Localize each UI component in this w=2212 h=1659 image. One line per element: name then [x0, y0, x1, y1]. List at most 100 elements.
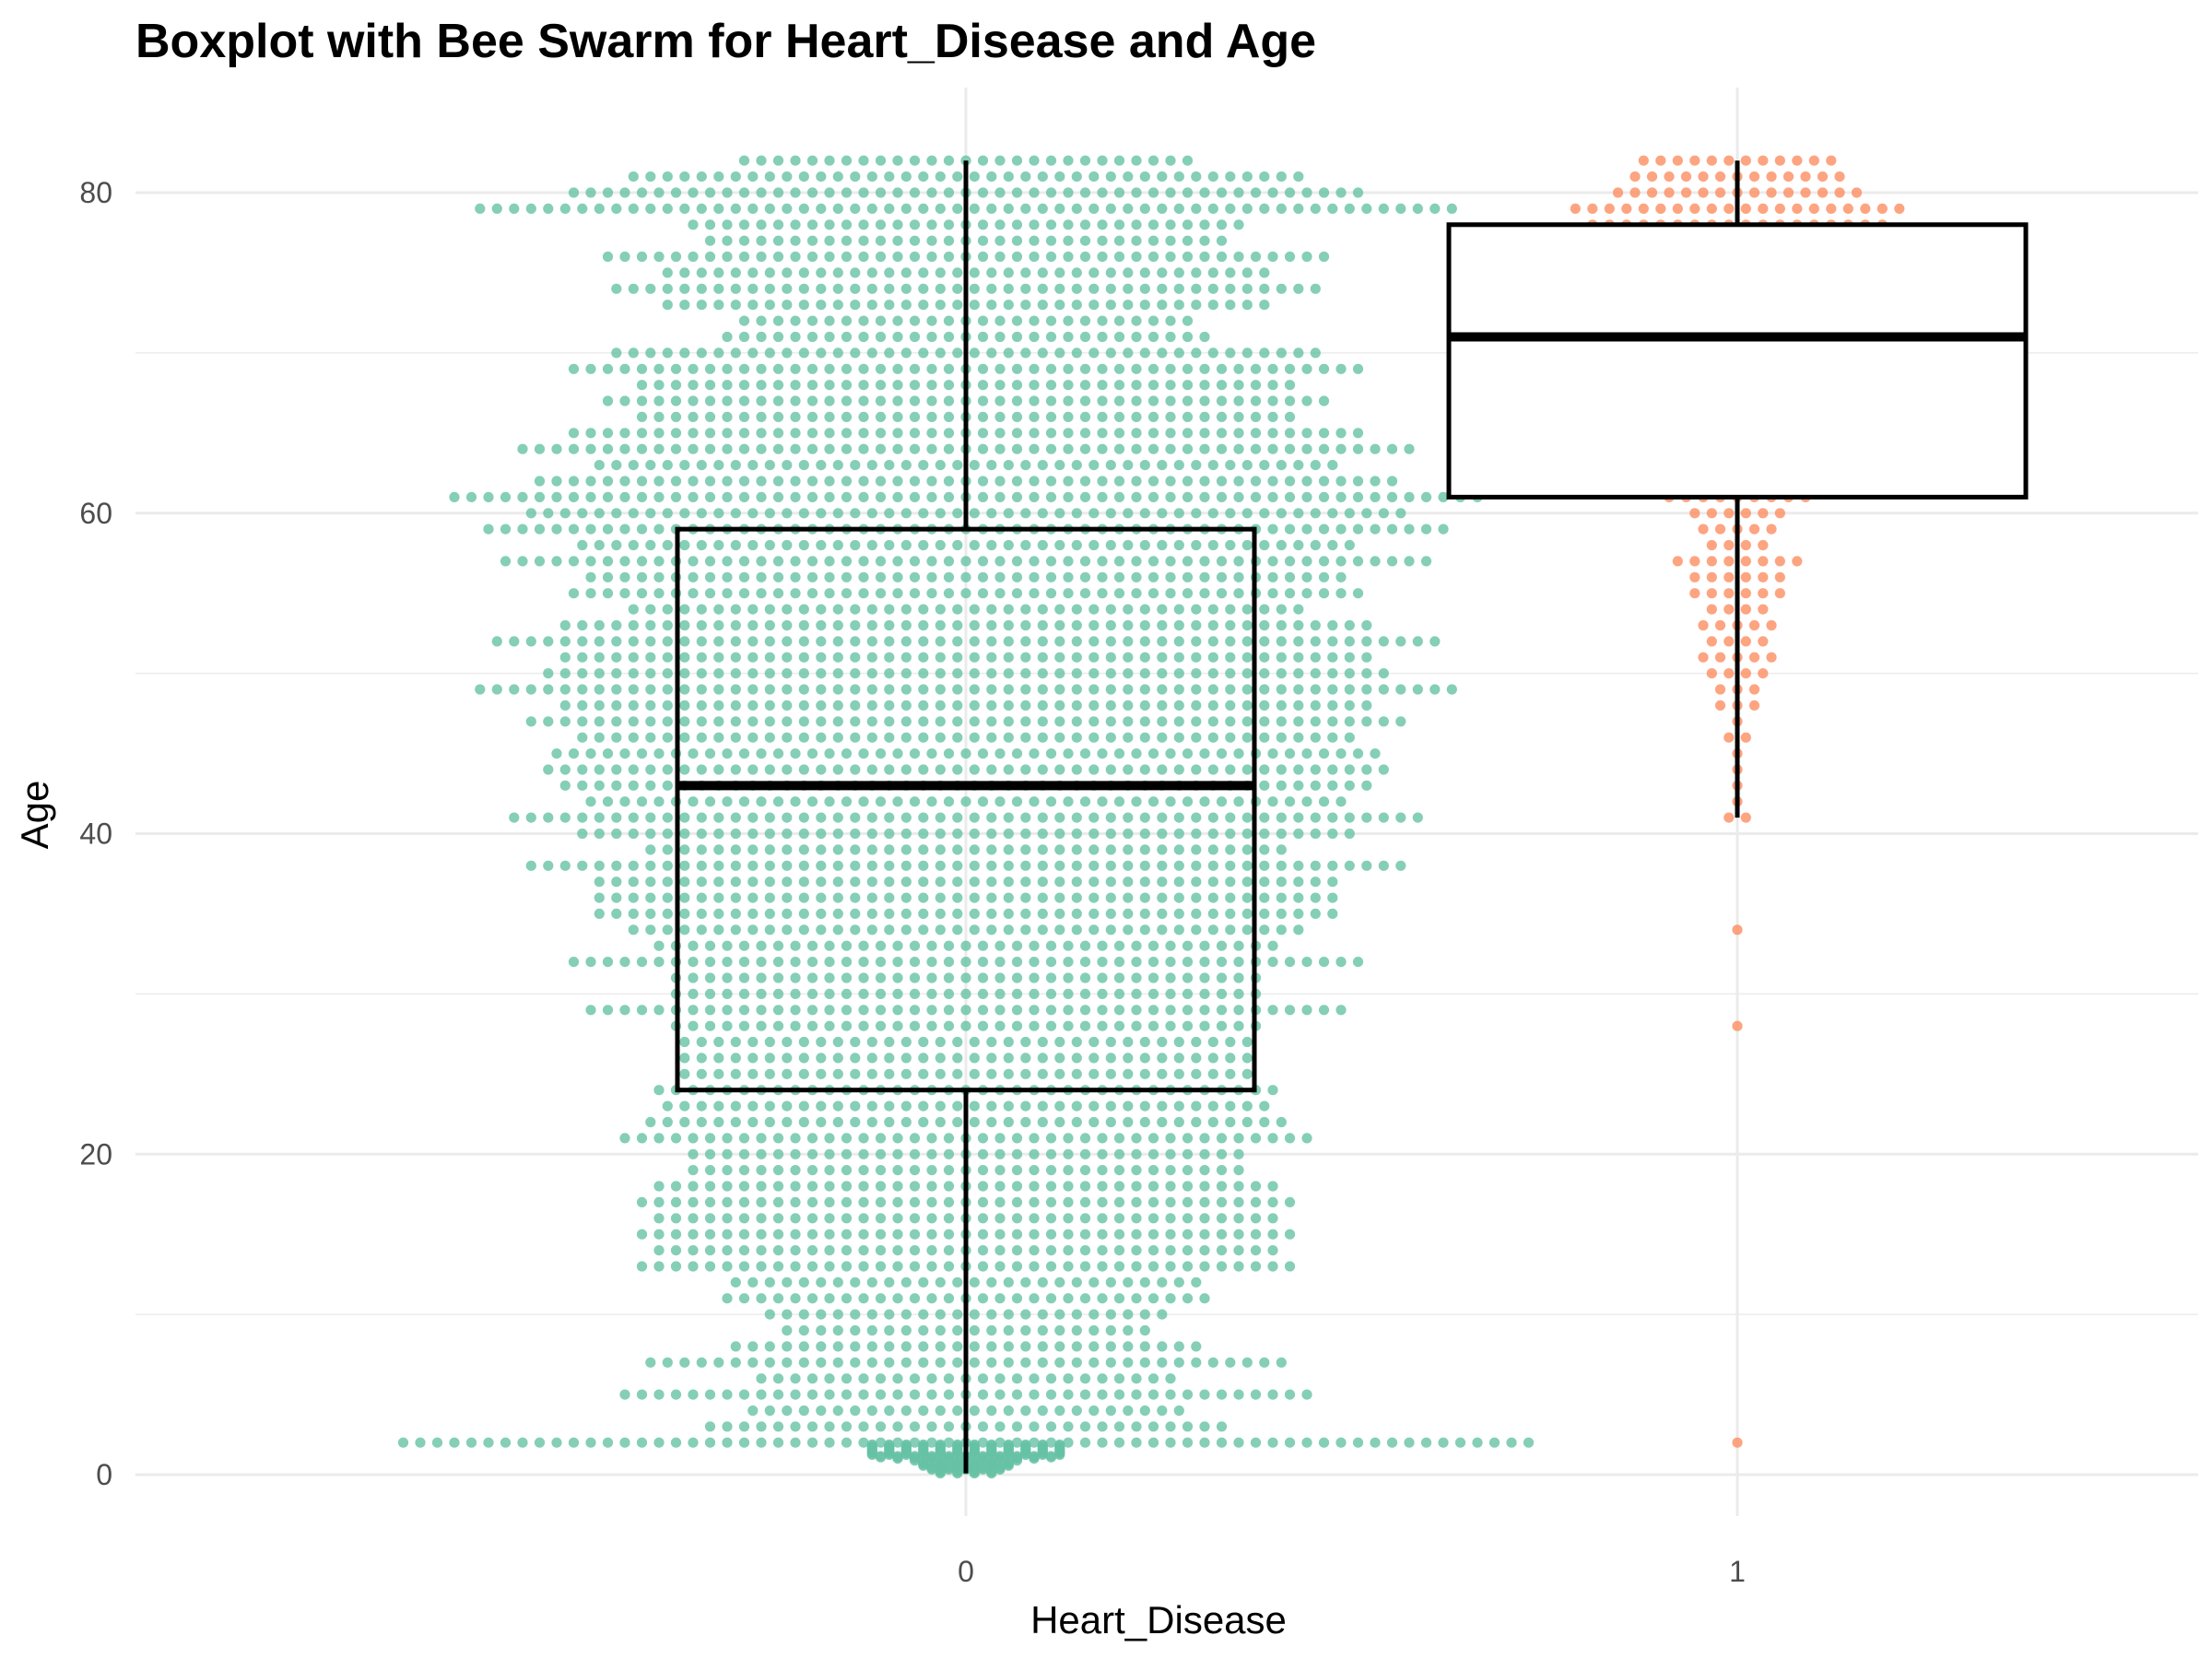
- swarm-point-0: [619, 363, 630, 374]
- swarm-point-0: [1233, 395, 1244, 406]
- swarm-point-0: [1029, 1148, 1040, 1159]
- swarm-point-0: [969, 300, 980, 311]
- swarm-point-0: [1199, 1005, 1210, 1016]
- swarm-point-0: [1079, 1133, 1091, 1144]
- swarm-point-0: [1327, 908, 1338, 920]
- swarm-point-0: [543, 684, 554, 695]
- swarm-point-0: [1147, 476, 1159, 487]
- swarm-point-0: [1165, 556, 1176, 567]
- swarm-point-0: [1165, 1261, 1176, 1272]
- swarm-point-0: [1113, 476, 1125, 487]
- swarm-point-0: [1284, 443, 1296, 454]
- swarm-point-0: [909, 1181, 921, 1192]
- swarm-point-0: [969, 267, 980, 278]
- swarm-point-1: [1758, 508, 1769, 519]
- swarm-point-0: [909, 957, 921, 968]
- swarm-point-0: [1054, 347, 1065, 359]
- swarm-point-1: [1672, 203, 1683, 214]
- swarm-point-0: [1123, 1036, 1134, 1048]
- swarm-point-0: [900, 267, 912, 278]
- swarm-point-0: [1071, 684, 1082, 695]
- swarm-point-0: [722, 1133, 733, 1144]
- swarm-point-0: [645, 347, 656, 359]
- swarm-point-0: [688, 491, 699, 503]
- swarm-point-0: [1079, 1373, 1091, 1384]
- swarm-point-0: [1063, 796, 1074, 807]
- swarm-point-0: [986, 668, 997, 679]
- swarm-point-0: [1063, 219, 1074, 230]
- swarm-point-0: [662, 460, 673, 471]
- swarm-point-0: [1293, 508, 1304, 519]
- swarm-point-0: [1157, 267, 1168, 278]
- swarm-point-0: [628, 347, 639, 359]
- swarm-point-0: [1088, 1324, 1100, 1336]
- swarm-point-1: [1817, 187, 1829, 198]
- swarm-point-0: [628, 604, 639, 615]
- swarm-point-0: [704, 556, 716, 567]
- swarm-point-0: [1054, 812, 1065, 823]
- swarm-point-0: [594, 732, 605, 743]
- swarm-point-0: [662, 604, 673, 615]
- swarm-point-0: [1071, 539, 1082, 551]
- swarm-point-1: [1800, 171, 1811, 182]
- swarm-point-0: [824, 1437, 835, 1448]
- swarm-point-0: [926, 491, 937, 503]
- swarm-point-0: [1276, 860, 1287, 871]
- swarm-point-0: [935, 892, 946, 903]
- swarm-point-0: [1199, 380, 1210, 391]
- swarm-point-0: [892, 315, 903, 326]
- swarm-point-0: [1344, 780, 1355, 791]
- swarm-point-0: [1259, 203, 1270, 214]
- swarm-point-0: [645, 460, 656, 471]
- swarm-point-0: [730, 1357, 741, 1368]
- swarm-point-0: [935, 539, 946, 551]
- swarm-point-0: [1029, 443, 1040, 454]
- swarm-point-0: [952, 828, 963, 840]
- swarm-point-0: [1020, 539, 1031, 551]
- swarm-point-0: [1157, 844, 1168, 855]
- swarm-point-0: [1250, 1213, 1262, 1224]
- swarm-point-0: [756, 1148, 767, 1159]
- swarm-point-0: [1105, 732, 1116, 743]
- swarm-point-1: [1724, 571, 1735, 582]
- swarm-point-1: [1706, 604, 1717, 615]
- swarm-point-0: [1097, 1196, 1108, 1207]
- swarm-point-0: [1241, 828, 1253, 840]
- swarm-point-0: [662, 812, 673, 823]
- swarm-point-0: [1123, 1068, 1134, 1079]
- swarm-point-0: [534, 524, 546, 535]
- swarm-point-0: [1071, 604, 1082, 615]
- swarm-point-0: [1310, 684, 1321, 695]
- swarm-point-1: [1698, 187, 1709, 198]
- swarm-point-1: [1664, 187, 1675, 198]
- swarm-point-0: [986, 300, 997, 311]
- swarm-point-0: [738, 363, 750, 374]
- swarm-point-0: [1199, 491, 1210, 503]
- swarm-point-0: [1216, 1181, 1228, 1192]
- swarm-point-0: [1003, 171, 1014, 182]
- swarm-point-0: [645, 636, 656, 647]
- swarm-point-0: [645, 652, 656, 663]
- swarm-point-0: [1318, 748, 1330, 759]
- swarm-point-0: [1097, 556, 1108, 567]
- swarm-point-0: [866, 860, 877, 871]
- swarm-point-0: [1420, 556, 1432, 567]
- swarm-point-0: [1020, 1068, 1031, 1079]
- swarm-point-1: [1714, 524, 1726, 535]
- swarm-point-0: [935, 1324, 946, 1336]
- swarm-point-0: [1105, 1116, 1116, 1128]
- swarm-point-0: [1182, 556, 1194, 567]
- swarm-point-0: [841, 1181, 853, 1192]
- swarm-point-0: [1088, 844, 1100, 855]
- swarm-point-0: [900, 700, 912, 712]
- swarm-point-0: [722, 1005, 733, 1016]
- swarm-point-0: [1029, 1165, 1040, 1176]
- swarm-point-1: [1732, 924, 1743, 935]
- swarm-point-0: [1301, 428, 1312, 439]
- swarm-point-0: [926, 1148, 937, 1159]
- swarm-point-0: [909, 380, 921, 391]
- swarm-point-0: [1216, 219, 1228, 230]
- swarm-point-0: [1011, 1245, 1023, 1256]
- swarm-point-0: [960, 588, 971, 599]
- swarm-point-0: [1241, 1357, 1253, 1368]
